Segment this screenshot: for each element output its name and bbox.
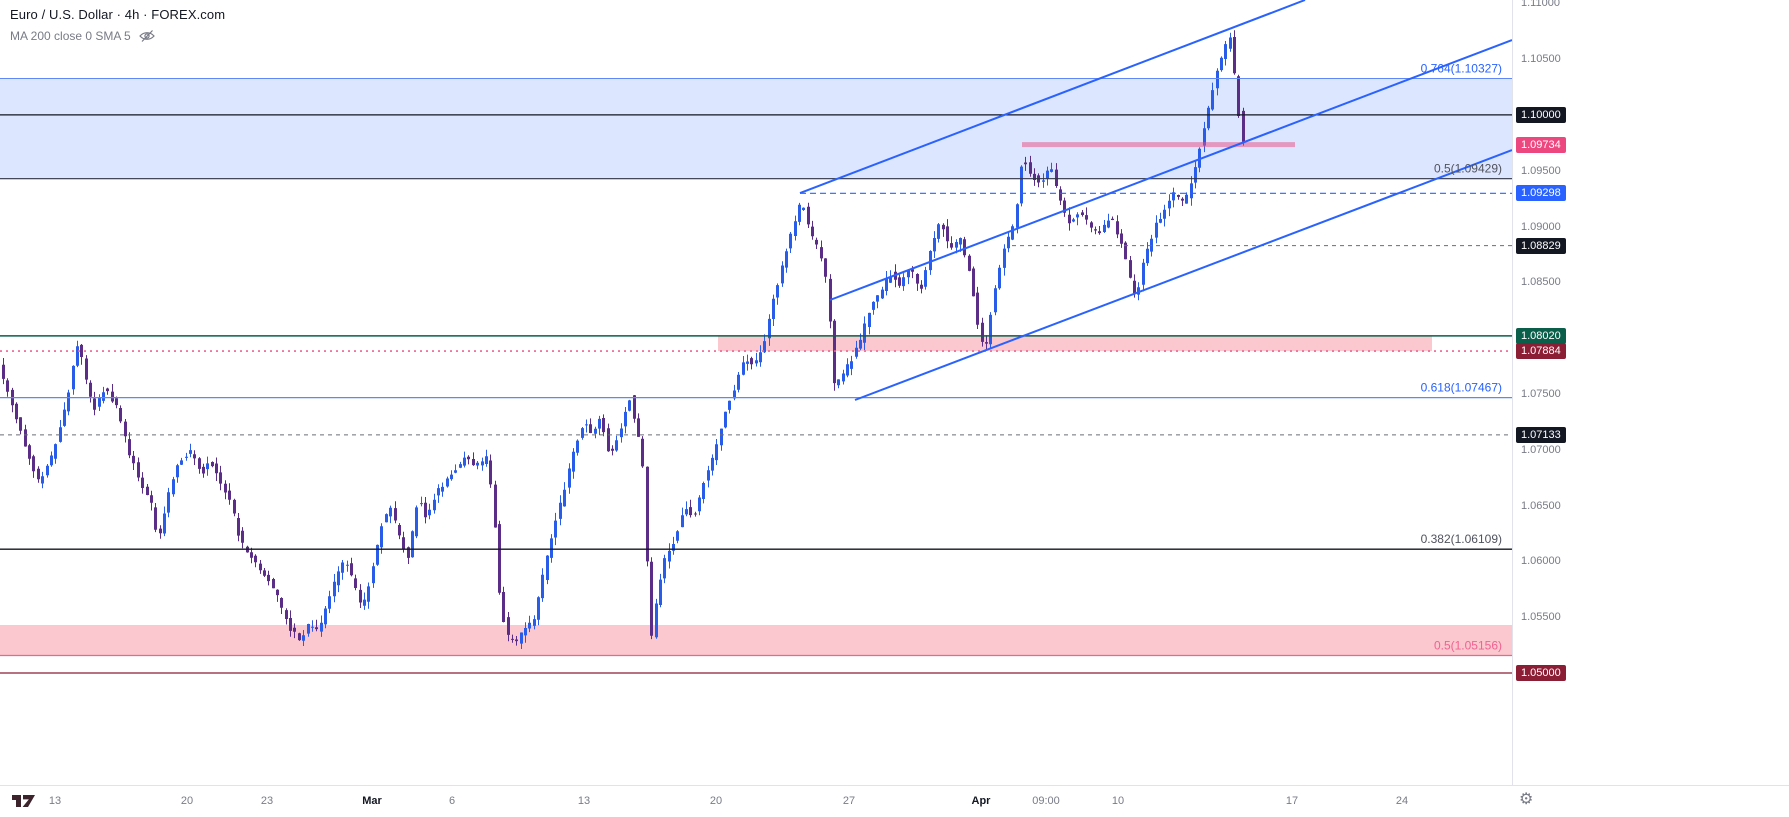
time-label: Mar: [362, 795, 382, 807]
price-tick: 1.08500: [1521, 276, 1561, 289]
price-label-1.09734: 1.09734: [1516, 136, 1566, 153]
lower-support-zone: [0, 625, 1512, 656]
mid-support-zone: [718, 335, 1432, 352]
chart-plot-area[interactable]: 0.764(1.10327) 0.5(1.09429) 0.618(1.07467)…: [0, 0, 1512, 785]
time-label: 10: [1111, 795, 1125, 807]
upper-resistance-zone: [0, 78, 1512, 179]
fib-label: 0.764(1.10327): [1421, 62, 1502, 76]
candlestick-chart: 0.764(1.10327) 0.5(1.09429) 0.618(1.07467)…: [0, 0, 1512, 674]
price-tick: 1.07500: [1521, 387, 1561, 400]
symbol-title[interactable]: Euro / U.S. Dollar · 4h · FOREX.com: [10, 7, 226, 22]
price-label-1.08829: 1.08829: [1516, 237, 1566, 254]
price-label-1.07884: 1.07884: [1516, 343, 1566, 360]
time-label: 6: [448, 795, 456, 807]
channel-line-1[interactable]: [799, 0, 1306, 195]
price-tick: 1.06500: [1521, 499, 1561, 512]
price-label-1.10000: 1.10000: [1516, 106, 1566, 123]
fib-label: 0.618(1.07467): [1421, 381, 1502, 395]
time-label: Apr: [971, 795, 991, 807]
time-label: 13: [48, 795, 62, 807]
indicator-label: MA 200 close 0 SMA 5: [10, 29, 131, 43]
fib-label: 0.5(1.09429): [1434, 162, 1502, 176]
price-tick: 1.11000: [1521, 0, 1560, 10]
time-label: 23: [260, 795, 274, 807]
time-label: 20: [180, 795, 194, 807]
time-label: 20: [709, 795, 723, 807]
price-tick: 1.09500: [1521, 164, 1561, 177]
time-label: 24: [1395, 795, 1409, 807]
channel-line-3[interactable]: [854, 149, 1512, 401]
time-axis[interactable]: ⚙ 13 20 23 Mar 6 13 20 27 Apr 09:00 10 17 24: [0, 785, 1789, 817]
price-axis[interactable]: 1.11000 1.10500 1.10000 1.09500 1.09000 1.085…: [1512, 0, 1789, 785]
price-tick: 1.07000: [1521, 443, 1561, 456]
price-tick: 1.06000: [1521, 555, 1561, 568]
time-label: 09:00: [1032, 795, 1060, 807]
price-tick: 1.05500: [1521, 611, 1561, 624]
eye-off-icon[interactable]: [138, 29, 156, 43]
price-label-1.07133: 1.07133: [1516, 426, 1566, 443]
settings-gear-icon[interactable]: ⚙: [1519, 791, 1534, 808]
time-label: 27: [842, 795, 856, 807]
price-label-1.05000: 1.05000: [1516, 664, 1566, 681]
price-tick: 1.09000: [1521, 220, 1561, 233]
channel-line-2[interactable]: [829, 39, 1512, 301]
time-label: 17: [1285, 795, 1299, 807]
time-label: 13: [577, 795, 591, 807]
tradingview-logo[interactable]: [9, 791, 39, 816]
price-label-1.09298: 1.09298: [1516, 185, 1566, 202]
fib-label: 0.382(1.06109): [1421, 532, 1502, 546]
fib-label: 0.5(1.05156): [1434, 639, 1502, 653]
price-tick: 1.10500: [1521, 53, 1561, 66]
indicator-row[interactable]: MA 200 close 0 SMA 5: [10, 29, 225, 43]
price-label-1.08020: 1.08020: [1516, 327, 1566, 344]
chart-legend: Euro / U.S. Dollar · 4h · FOREX.com MA 2…: [10, 7, 225, 43]
